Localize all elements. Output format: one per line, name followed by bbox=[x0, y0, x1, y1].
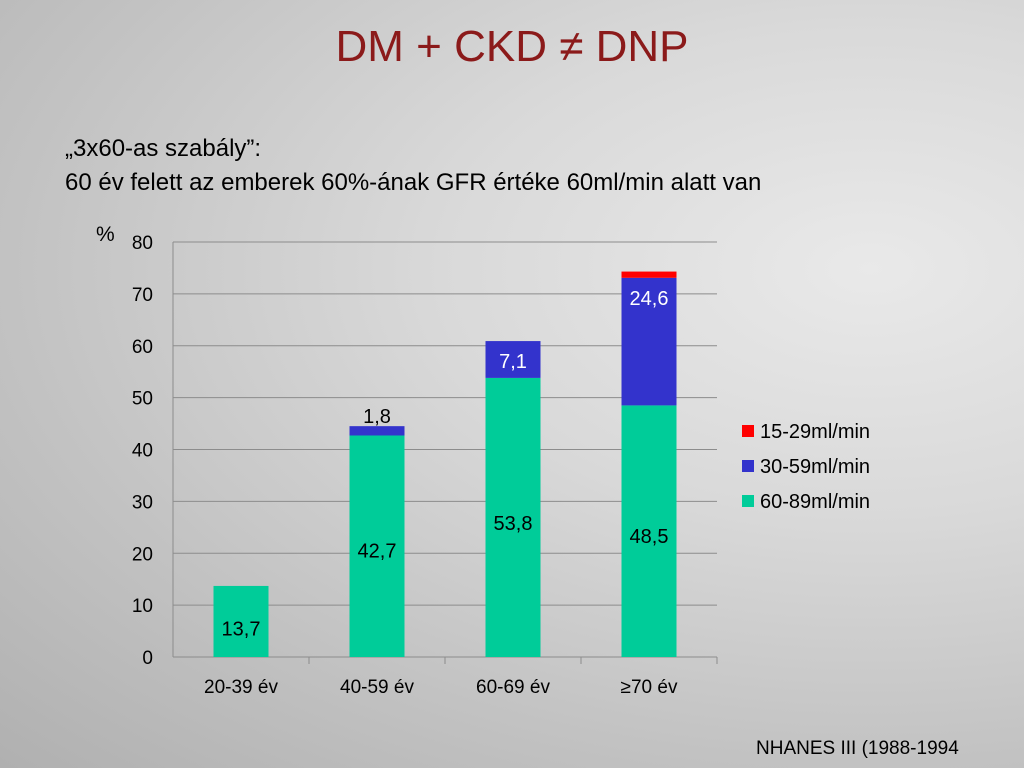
data-label: 48,5 bbox=[630, 526, 669, 548]
x-tick-label: 60-69 év bbox=[476, 677, 550, 698]
legend-label: 15-29ml/min bbox=[760, 421, 870, 443]
y-tick-label: 30 bbox=[132, 492, 153, 513]
data-label: 42,7 bbox=[358, 541, 397, 563]
data-label: 7,1 bbox=[499, 351, 527, 373]
bar-2-4 bbox=[621, 277, 677, 406]
y-tick-label: 40 bbox=[132, 441, 153, 462]
legend-label: 30-59ml/min bbox=[760, 456, 870, 478]
subtitle-line-1: „3x60-as szabály”: bbox=[65, 135, 262, 162]
legend-swatch bbox=[742, 425, 754, 437]
y-tick-label: 60 bbox=[132, 337, 153, 358]
data-label: 24,6 bbox=[630, 288, 669, 310]
bar-2-3 bbox=[485, 341, 541, 378]
x-tick-label: 20-39 év bbox=[204, 677, 278, 698]
y-tick-label: 0 bbox=[142, 648, 153, 669]
bar-3-4 bbox=[621, 271, 677, 278]
y-tick-label: 80 bbox=[132, 233, 153, 254]
legend-label: 60-89ml/min bbox=[760, 491, 870, 513]
bars: 13,7 42,7 1,8 53,8 7,1 48,5 24,6 bbox=[213, 271, 677, 657]
slide-subtitle: „3x60-as szabály”: 60 év felett az ember… bbox=[65, 132, 761, 200]
bar-1-4 bbox=[621, 405, 677, 657]
bar-1-2 bbox=[349, 435, 405, 657]
source-note: NHANES III (1988-1994 bbox=[756, 738, 959, 759]
y-tick-label: 10 bbox=[132, 596, 153, 617]
subtitle-line-2: 60 év felett az emberek 60%-ának GFR ért… bbox=[65, 169, 762, 196]
axes: 0 10 20 30 40 50 60 70 80% 20-39 év 40-59 év 60-69 … bbox=[96, 223, 718, 698]
y-tick-label: 20 bbox=[132, 544, 153, 565]
x-tick-label: ≥70 év bbox=[621, 677, 678, 698]
data-label: 1,8 bbox=[363, 406, 391, 428]
data-label: 13,7 bbox=[222, 619, 261, 641]
slide-title: DM + CKD ≠ DNP bbox=[335, 22, 689, 71]
y-unit-label: % bbox=[96, 223, 115, 246]
bar-2-2 bbox=[349, 426, 405, 436]
bar-1-1 bbox=[213, 585, 269, 657]
y-tick-label: 70 bbox=[132, 285, 153, 306]
data-label: 53,8 bbox=[494, 513, 533, 535]
legend: 15-29ml/min 30-59ml/min 60-89ml/min bbox=[742, 421, 870, 513]
y-tick-label: 50 bbox=[132, 389, 153, 410]
x-tick-label: 40-59 év bbox=[340, 677, 414, 698]
legend-swatch bbox=[742, 495, 754, 507]
bar-1-3 bbox=[485, 377, 541, 657]
legend-swatch bbox=[742, 460, 754, 472]
